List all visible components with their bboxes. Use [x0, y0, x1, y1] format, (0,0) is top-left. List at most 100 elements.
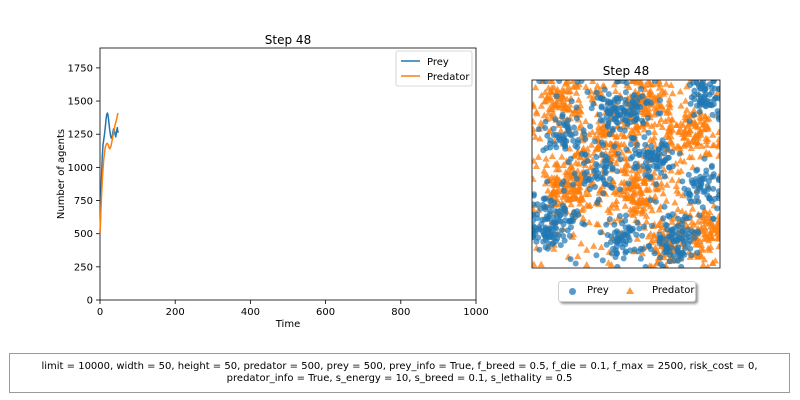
predator-point — [645, 105, 653, 112]
prey-point — [615, 150, 622, 157]
prey-point — [541, 204, 548, 211]
prey-point — [647, 173, 654, 180]
prey-point — [679, 178, 686, 185]
predator-point — [613, 204, 621, 211]
predator-point — [532, 260, 538, 268]
predator-point — [640, 108, 648, 116]
prey-point — [540, 238, 547, 245]
prey-point — [558, 227, 565, 234]
prey-point — [710, 171, 717, 178]
predator-point — [623, 161, 631, 168]
predator-point — [655, 84, 663, 91]
prey-point — [634, 219, 641, 226]
prey-point — [565, 125, 572, 132]
prey-point — [666, 258, 673, 265]
predator-point — [577, 239, 585, 247]
predator-point — [694, 138, 702, 146]
prey-point — [691, 92, 698, 98]
prey-point — [606, 216, 613, 223]
prey-point — [691, 87, 698, 94]
predator-point — [593, 220, 601, 227]
predator-point — [588, 128, 596, 135]
prey-point — [653, 181, 660, 188]
predator-point — [612, 87, 620, 94]
prey-point — [599, 117, 606, 124]
prey-point — [686, 237, 693, 244]
predator-point — [643, 218, 651, 225]
prey-point — [701, 98, 708, 105]
predator-point — [702, 234, 710, 242]
prey-point — [657, 254, 664, 261]
predator-point — [706, 232, 714, 239]
prey-point — [636, 225, 643, 232]
prey-point — [648, 100, 655, 106]
prey-point — [567, 256, 574, 263]
predator-point — [638, 209, 646, 217]
prey-point — [620, 255, 627, 262]
prey-point — [691, 234, 698, 241]
line-plot-area — [99, 47, 477, 301]
x-tick-label: 800 — [391, 307, 410, 318]
prey-point — [658, 169, 665, 176]
prey-point — [647, 156, 654, 163]
predator-point — [541, 88, 549, 96]
prey-point — [603, 157, 610, 164]
predator-point — [569, 83, 577, 90]
predator-point — [607, 261, 615, 268]
prey-point — [715, 86, 720, 93]
predator-point — [572, 89, 581, 96]
predator-point — [690, 106, 698, 113]
prey-point — [641, 134, 648, 141]
scatter-legend-prey-label: Prey — [587, 285, 609, 296]
prey-point — [550, 214, 557, 221]
prey-point — [557, 218, 564, 225]
prey-point — [559, 140, 566, 147]
x-tick-label: 400 — [241, 307, 260, 318]
predator-point — [681, 133, 689, 140]
predator-point — [617, 179, 626, 186]
predator-point — [622, 193, 630, 200]
prey-point — [699, 204, 706, 211]
predator-point — [661, 117, 670, 124]
predator-point — [655, 173, 663, 180]
predator-point — [675, 189, 683, 197]
predator-point — [637, 80, 645, 84]
predator-point — [685, 111, 693, 119]
predator-point — [701, 207, 709, 214]
predator-point — [633, 235, 641, 242]
predator-point — [665, 127, 673, 135]
scatter-chart-title: Step 48 — [603, 64, 649, 78]
predator-point — [702, 230, 710, 238]
prey-point — [573, 104, 580, 111]
prey-point — [545, 229, 552, 236]
prey-point — [624, 232, 630, 239]
prey-point — [656, 231, 663, 238]
prey-point — [592, 184, 598, 190]
prey-point — [540, 195, 547, 202]
predator-point — [557, 126, 565, 134]
prey-point — [550, 125, 557, 132]
prey-point — [627, 141, 634, 148]
predator-point — [559, 161, 567, 168]
prey-point — [532, 230, 539, 237]
predator-point — [630, 80, 638, 84]
population-line-chart: Step 48 0 200 400 600 800 1000 0 250 500 750 1000… — [56, 33, 489, 330]
prey-point — [715, 175, 720, 182]
prey-point — [673, 246, 680, 252]
predator-point — [715, 212, 720, 220]
prey-point — [703, 171, 709, 178]
prey-point — [593, 154, 600, 160]
prey-point — [615, 80, 622, 85]
parameters-box: limit = 10000, width = 50, height = 50, … — [9, 353, 790, 393]
predator-point — [615, 144, 623, 151]
prey-point — [607, 176, 613, 182]
predator-point — [585, 202, 593, 209]
predator-point — [621, 202, 629, 209]
line-legend: Prey Predator — [395, 50, 473, 87]
prey-point — [536, 80, 543, 85]
line-chart-title: Step 48 — [265, 33, 311, 47]
prey-point — [562, 207, 569, 214]
prey-point — [570, 181, 576, 188]
predator-point — [698, 142, 706, 149]
prey-point — [552, 116, 559, 123]
